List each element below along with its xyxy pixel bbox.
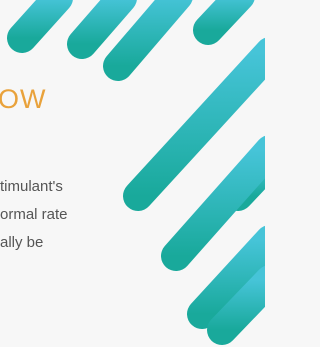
- screen: OW timulant's ormal rate ally be: [0, 0, 265, 347]
- stripe-decoration: [0, 0, 265, 347]
- stripe: [22, 0, 58, 38]
- stripe: [208, 0, 240, 30]
- stripe: [82, 0, 122, 44]
